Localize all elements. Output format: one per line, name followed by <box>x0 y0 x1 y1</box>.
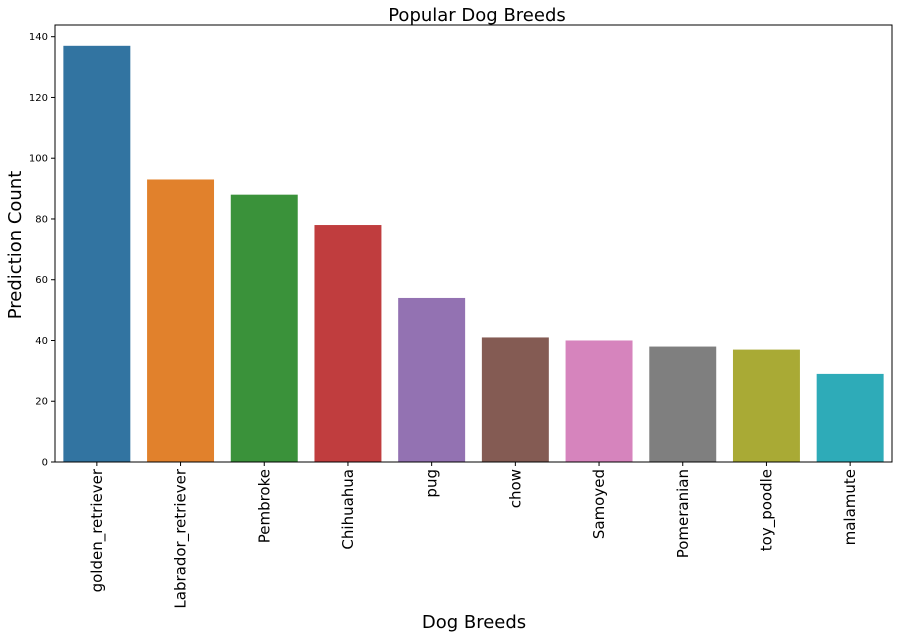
y-tick-label: 80 <box>35 214 48 225</box>
bar-Samoyed <box>565 340 633 462</box>
y-axis-label: Prediction Count <box>5 171 26 320</box>
y-tick-label: 0 <box>42 458 48 469</box>
x-tick-label: golden_retriever <box>88 468 107 592</box>
y-tick-label: 40 <box>35 336 48 347</box>
x-tick-label: Chihuahua <box>339 469 357 550</box>
bar-chow <box>481 337 549 462</box>
bars-layer <box>63 45 884 463</box>
x-axis: golden_retriever Labrador_retriever Pembro… <box>88 462 859 609</box>
chart-title: Popular Dog Breeds <box>388 5 566 26</box>
bar-Pomeranian <box>649 346 717 462</box>
bar-golden_retriever <box>63 45 131 463</box>
y-tick-label: 120 <box>29 93 48 104</box>
bar-malamute <box>816 373 884 462</box>
x-tick-label: Samoyed <box>590 469 608 539</box>
x-tick-label: Labrador_retriever <box>172 468 191 608</box>
x-tick-label: toy_poodle <box>757 469 776 551</box>
x-tick-label: Pembroke <box>255 469 273 543</box>
y-tick-label: 20 <box>35 397 48 408</box>
x-tick-label: malamute <box>841 469 859 545</box>
y-tick-label: 140 <box>29 32 48 43</box>
bar-Pembroke <box>230 194 298 463</box>
y-tick-label: 60 <box>35 275 48 286</box>
x-tick-label: chow <box>506 469 524 508</box>
y-axis: 0 20 40 60 80 100 120 140 <box>29 32 55 469</box>
bar-Chihuahua <box>314 225 382 462</box>
bar-Labrador_retriever <box>147 179 215 463</box>
x-tick-label: pug <box>423 469 441 498</box>
plot-frame <box>54 24 893 463</box>
y-tick-label: 100 <box>29 154 48 165</box>
x-tick-label: Pomeranian <box>674 469 692 558</box>
x-axis-label: Dog Breeds <box>422 612 526 633</box>
bar-pug <box>398 297 466 462</box>
bar-toy_poodle <box>732 349 800 462</box>
